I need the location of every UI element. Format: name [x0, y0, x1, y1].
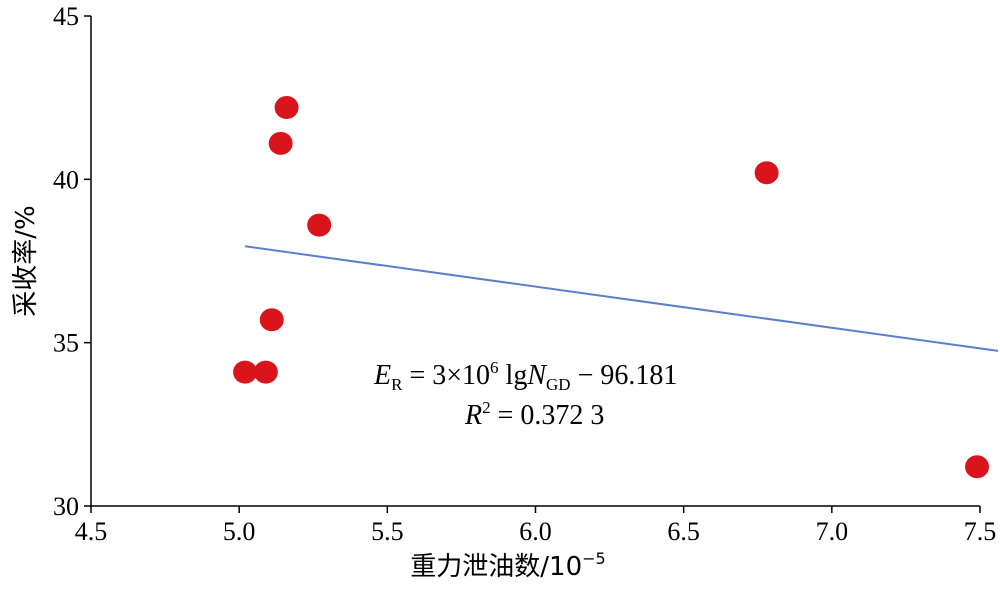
- data-point: [754, 161, 779, 185]
- data-point: [274, 95, 299, 119]
- x-axis-title-main: 重力泄油数/10: [410, 552, 582, 582]
- r2-rest: = 0.372 3: [491, 400, 605, 431]
- eq-lhs-sub: R: [391, 375, 403, 394]
- data-point: [307, 213, 332, 237]
- eq-var: N: [526, 360, 547, 391]
- x-tick-label: 6.5: [667, 517, 700, 546]
- y-tick-label: 45: [53, 2, 79, 31]
- x-tick-label: 6.0: [519, 517, 552, 546]
- axes: [90, 16, 980, 507]
- data-point: [965, 455, 990, 479]
- x-tick-label: 5.5: [371, 517, 404, 546]
- points-layer: [233, 95, 990, 479]
- eq-lhs: E: [373, 360, 391, 391]
- x-axis-title-exponent: −5: [582, 549, 606, 568]
- data-point: [233, 360, 258, 384]
- y-axis-title: 采收率/%: [11, 205, 41, 316]
- eq-var-sub: GD: [546, 375, 571, 394]
- regression-equation: ER = 3×106 lgNGD − 96.181: [373, 358, 677, 394]
- y-tick-label: 30: [53, 492, 79, 521]
- x-ticks: 4.5 5.0 5.5 6.0 6.5 7.0 7.5: [75, 506, 997, 546]
- x-tick-label: 4.5: [75, 517, 108, 546]
- data-point: [253, 360, 278, 384]
- eq-rest: − 96.181: [571, 360, 678, 391]
- r2-var: R: [464, 400, 482, 431]
- trendline-layer: [244, 245, 999, 352]
- r-squared: R2 = 0.372 3: [464, 398, 604, 431]
- x-tick-label: 7.0: [816, 517, 849, 546]
- y-tick-label: 40: [53, 165, 79, 194]
- eq-lg: lg: [499, 360, 528, 391]
- x-tick-label: 5.0: [223, 517, 256, 546]
- trendline: [244, 245, 999, 352]
- data-point: [259, 308, 284, 332]
- eq-exp: 6: [490, 358, 499, 377]
- eq-equals: = 3×10: [402, 360, 490, 391]
- y-tick-label: 35: [53, 329, 79, 358]
- data-point: [268, 131, 293, 155]
- x-axis-title: 重力泄油数/10−5: [410, 549, 605, 582]
- y-ticks: 30 35 40 45: [53, 2, 91, 521]
- x-tick-label: 7.5: [964, 517, 997, 546]
- r2-exp: 2: [482, 398, 491, 417]
